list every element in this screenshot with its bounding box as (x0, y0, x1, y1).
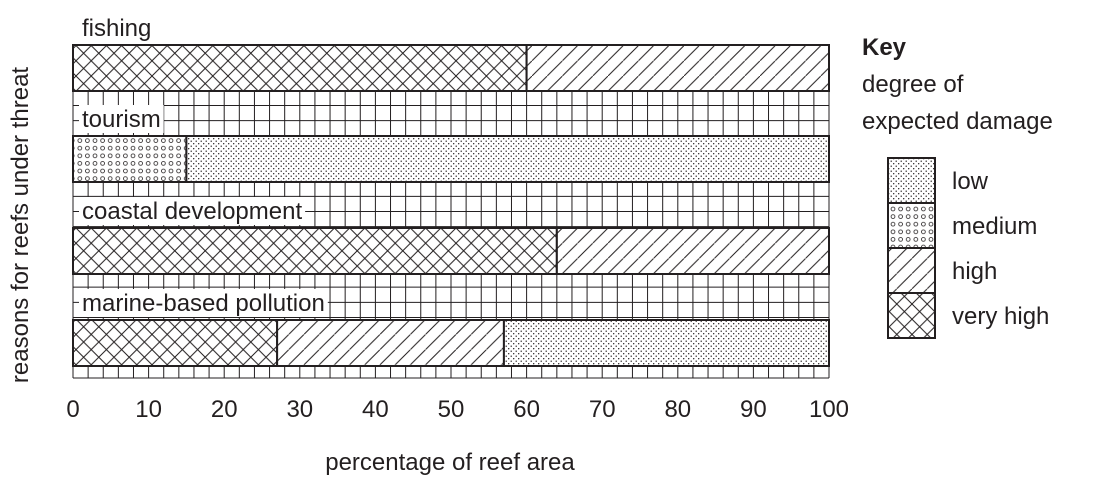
legend-subtitle-line-1: degree of (862, 71, 964, 98)
x-axis: 0 10 20 30 40 50 60 70 80 90 100 (66, 396, 849, 423)
bar-fishing-high (525, 44, 830, 92)
bar-marine-based-pollution-high (276, 319, 505, 367)
y-axis-title: reasons for reefs under threat (7, 67, 34, 384)
x-tick-label: 100 (809, 396, 849, 423)
bar-tourism-medium (72, 135, 188, 183)
category-label-fishing: fishing (82, 15, 151, 42)
bar-tourism-low (185, 135, 830, 183)
x-axis-title: percentage of reef area (325, 449, 575, 476)
x-tick-label: 20 (211, 396, 238, 423)
x-tick-label: 30 (286, 396, 313, 423)
bar-marine-based-pollution-very-high (72, 319, 279, 367)
bar-marine-based-pollution-low (502, 319, 830, 367)
x-tick-label: 40 (362, 396, 389, 423)
x-tick-label: 80 (664, 396, 691, 423)
legend-label-very-high: very high (952, 303, 1049, 330)
category-label-tourism: tourism (82, 106, 161, 133)
legend-swatch-medium (887, 202, 936, 249)
x-tick-label: 60 (513, 396, 540, 423)
category-labels: fishing tourism coastal development marine-… (79, 14, 328, 317)
x-tick-label: 50 (438, 396, 465, 423)
bar-fishing-very-high (72, 44, 528, 92)
category-label-coastal-development: coastal development (82, 198, 302, 225)
category-label-background (79, 105, 164, 133)
legend-swatch-high (887, 247, 936, 294)
category-label-background (79, 197, 306, 225)
x-tick-label: 70 (589, 396, 616, 423)
legend: Key degree of expected damage low medium h… (862, 34, 1053, 339)
legend-swatch-very-high (887, 292, 936, 339)
x-tick-label: 0 (66, 396, 79, 423)
category-label-background (79, 14, 155, 42)
legend-label-high: high (952, 258, 997, 285)
bar-coastal-development-very-high (72, 227, 558, 275)
legend-label-low: low (952, 168, 989, 195)
legend-label-medium: medium (952, 213, 1037, 240)
category-label-background (79, 289, 328, 317)
legend-title: Key (862, 34, 907, 61)
legend-items: low medium high very high (887, 157, 1049, 339)
bar-coastal-development-high (555, 227, 831, 275)
legend-swatch-low (887, 157, 936, 204)
x-tick-label: 10 (135, 396, 162, 423)
x-tick-label: 90 (740, 396, 767, 423)
legend-subtitle-line-2: expected damage (862, 108, 1053, 135)
bars (72, 44, 831, 367)
category-label-marine-based-pollution: marine-based pollution (82, 290, 325, 317)
